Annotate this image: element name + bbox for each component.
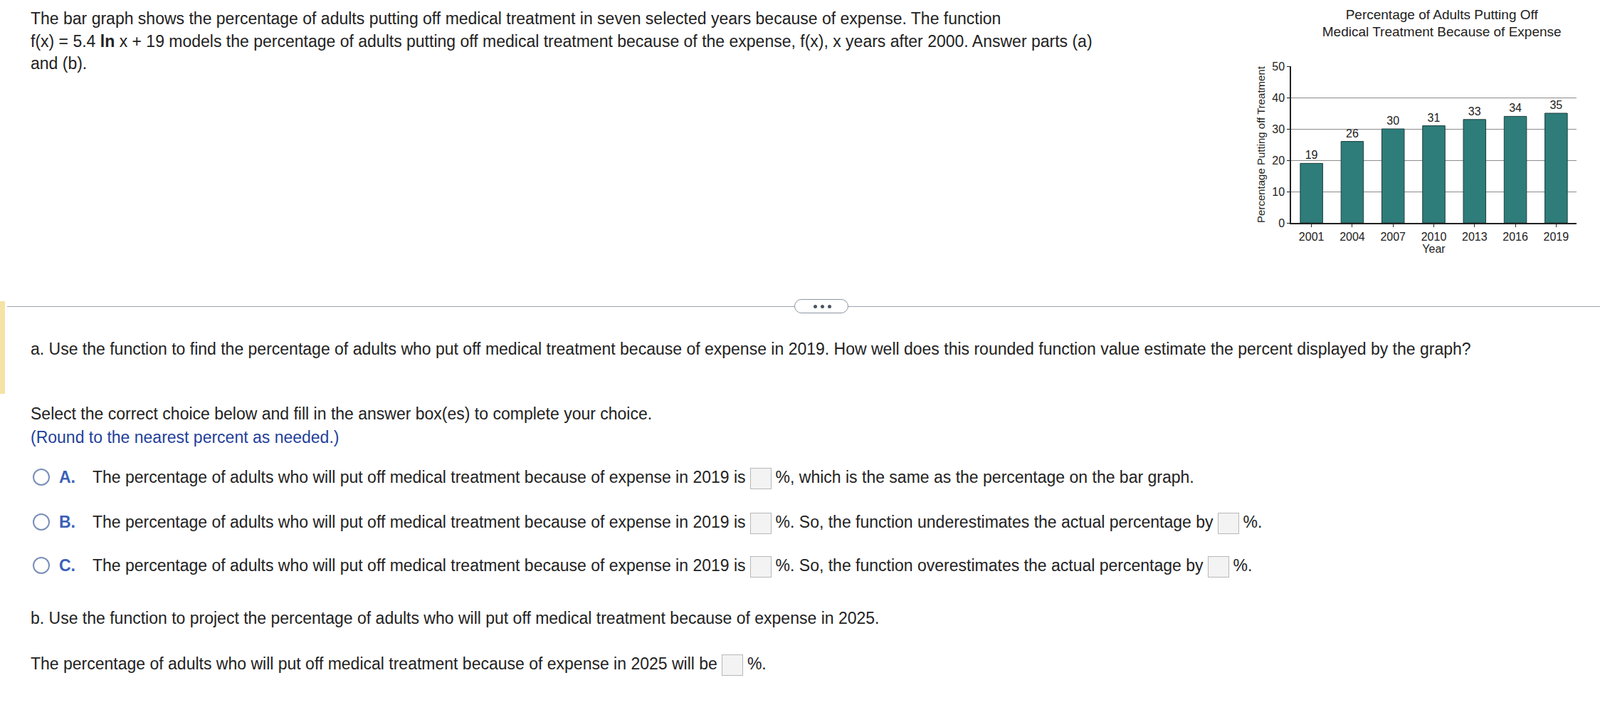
html-text:%, which is the same as the pe: %, which is the same as the percentage o… [775, 467, 1195, 487]
html-text:a. Use the function to find th: a. Use the function to find the percenta… [30, 339, 1471, 359]
svg-text:31: 31 [1427, 111, 1441, 124]
html-text:b. Use the function to project: b. Use the function to project the perce… [30, 608, 880, 628]
html-text:B.: B. [59, 512, 76, 531]
svg-text:2019: 2019 [1543, 230, 1570, 243]
svg-text:10: 10 [1271, 185, 1285, 198]
svg-text:34: 34 [1508, 101, 1522, 114]
svg-text:33: 33 [1468, 105, 1482, 118]
svg-text:2013: 2013 [1461, 230, 1488, 243]
html-text:C.: C. [59, 555, 76, 575]
svg-text:30: 30 [1271, 123, 1285, 136]
svg-text:2007: 2007 [1380, 230, 1406, 243]
html-text:%. So, the function underestim: %. So, the function underestimates the a… [775, 512, 1214, 531]
html-text:A.: A. [59, 467, 76, 487]
html-text:The percentage of adults who w: The percentage of adults who will put of… [30, 654, 718, 673]
html-text:and (b).: and (b). [30, 54, 88, 73]
svg-text:20: 20 [1271, 154, 1285, 167]
svg-text:50: 50 [1271, 60, 1285, 73]
svg-text:Percentage of Adults Putting O: Percentage of Adults Putting OffMedical … [1322, 7, 1562, 40]
html-text:The percentage of adults who w: The percentage of adults who will put of… [92, 512, 746, 531]
svg-text:Year: Year [1422, 242, 1446, 255]
svg-text:35: 35 [1549, 98, 1563, 112]
svg-text:Percentage Putting off Treatme: Percentage Putting off Treatment [1254, 65, 1267, 223]
svg-text:2010: 2010 [1421, 230, 1447, 243]
html-text:The percentage of adults who w: The percentage of adults who will put of… [92, 555, 746, 575]
svg-text:0: 0 [1278, 217, 1285, 230]
html-text:Select the correct choice belo: Select the correct choice below and fill… [30, 404, 653, 423]
svg-text:19: 19 [1305, 148, 1319, 161]
svg-text:2004: 2004 [1339, 230, 1366, 243]
html-text:The percentage of adults who w: The percentage of adults who will put of… [92, 467, 746, 487]
html-text:(Round to the nearest percent: (Round to the nearest percent as needed.… [30, 427, 340, 447]
svg-text:26: 26 [1345, 127, 1359, 140]
html-text:%. So, the function overestima: %. So, the function overestimates the ac… [775, 555, 1204, 575]
svg-text:2001: 2001 [1298, 230, 1325, 243]
svg-text:30: 30 [1386, 114, 1400, 127]
svg-text:40: 40 [1271, 91, 1285, 104]
html-text:f(x) = 5.4 ln x + 19 models th: f(x) = 5.4 ln x + 19 models the percenta… [30, 31, 1093, 51]
html-text:The bar graph shows the percen: The bar graph shows the percentage of ad… [30, 9, 1001, 28]
svg-text:2016: 2016 [1502, 230, 1529, 243]
